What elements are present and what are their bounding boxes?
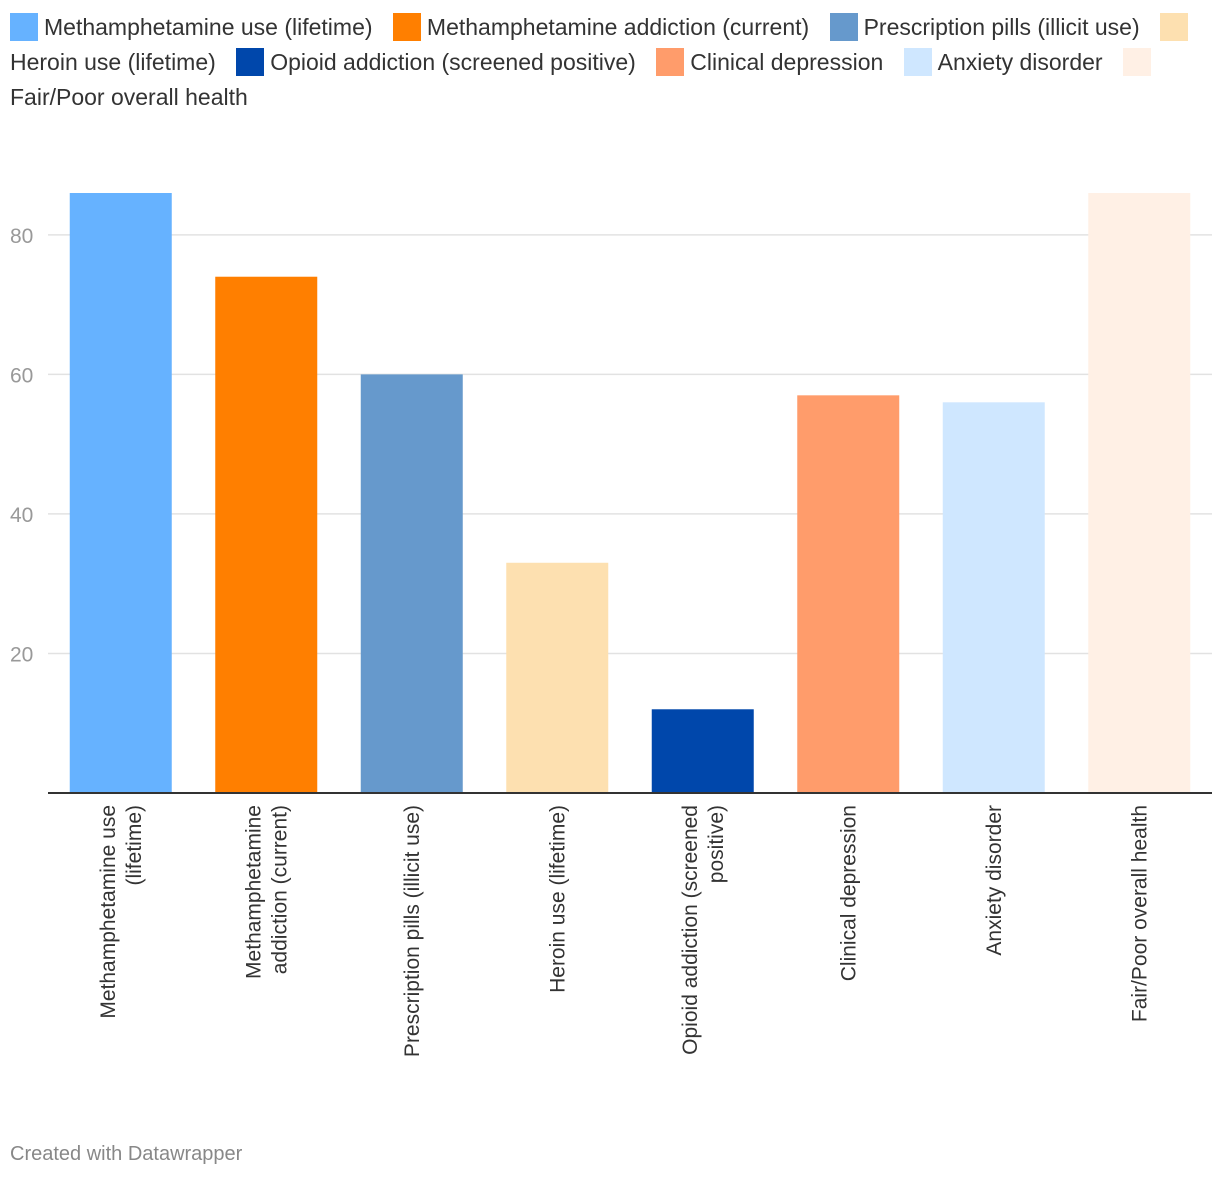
legend-item: Heroin use (lifetime) <box>10 13 1194 75</box>
x-tick-label-line: Fair/Poor overall health <box>1128 805 1151 1022</box>
legend-label: Methamphetamine use (lifetime) <box>44 14 373 40</box>
x-tick-label-text: Fair/Poor overall health <box>1128 805 1151 1022</box>
x-tick-label-text: Clinical depression <box>837 805 860 981</box>
x-tick-label-line: (lifetime) <box>123 805 146 886</box>
legend-label: Prescription pills (illicit use) <box>863 14 1140 40</box>
legend-item: Anxiety disorder <box>903 48 1103 76</box>
bar <box>360 374 463 793</box>
legend-item: Methamphetamine addiction (current) <box>392 13 810 41</box>
x-tick-label: Methamphetamine addiction (current) <box>242 805 291 979</box>
legend-item: Opioid addiction (screened positive) <box>236 48 636 76</box>
legend-item: Clinical depression <box>656 48 884 76</box>
x-tick-label: Fair/Poor overall health <box>1128 805 1151 1022</box>
legend-item: Fair/Poor overall health <box>10 48 1157 110</box>
legend-label: Anxiety disorder <box>937 49 1103 75</box>
legend-swatch <box>392 13 421 41</box>
x-tick-label: Heroin use (lifetime) <box>546 805 569 993</box>
x-tick-label-line: Opioid addiction (screened <box>679 805 702 1055</box>
legend-swatch <box>1160 13 1189 41</box>
x-tick-label: Methamphetamine use (lifetime) <box>97 805 146 1019</box>
y-tick-label: 20 <box>10 643 33 666</box>
bar <box>942 402 1045 793</box>
legend-swatch <box>829 13 858 41</box>
legend-item: Methamphetamine use (lifetime) <box>10 13 373 41</box>
bar <box>651 709 754 793</box>
x-tick-label: Prescription pills (illicit use) <box>401 805 424 1057</box>
legend-label: Clinical depression <box>690 49 884 75</box>
x-tick-label: Anxiety disorder <box>983 805 1006 956</box>
y-tick-label: 60 <box>10 364 33 387</box>
legend-label: Heroin use (lifetime) <box>10 49 216 75</box>
x-tick-label-line: Methamphetamine <box>242 805 265 979</box>
x-tick-label-line: Anxiety disorder <box>983 805 1006 956</box>
x-tick-label-line: addiction (current) <box>268 805 291 974</box>
legend-swatch <box>236 48 265 76</box>
bar <box>506 562 609 793</box>
x-tick-label-line: Clinical depression <box>837 805 860 981</box>
x-tick-label-text: Heroin use (lifetime) <box>546 805 569 993</box>
x-tick-label-text: Methamphetamine addiction (current) <box>242 805 291 979</box>
bar <box>1088 193 1191 793</box>
x-tick-label-text: Methamphetamine use (lifetime) <box>97 805 146 1019</box>
bar <box>215 276 318 793</box>
legend-swatch <box>10 13 38 41</box>
legend-label: Fair/Poor overall health <box>10 84 248 110</box>
x-tick-label-line: positive) <box>705 805 728 883</box>
x-tick-label-text: Prescription pills (illicit use) <box>401 805 424 1057</box>
y-tick-label: 40 <box>10 504 33 527</box>
x-tick-label-text: Opioid addiction (screened positive) <box>679 805 728 1055</box>
datawrapper-credit: Created with Datawrapper <box>10 1143 243 1165</box>
legend-swatch <box>656 48 685 76</box>
bar <box>797 395 900 793</box>
legend-label: Opioid addiction (screened positive) <box>270 49 636 75</box>
legend: Methamphetamine use (lifetime) Methamphe… <box>10 10 1210 115</box>
x-tick-label-text: Anxiety disorder <box>983 805 1006 956</box>
x-tick-label-line: Methamphetamine use <box>97 805 120 1019</box>
legend-label: Methamphetamine addiction (current) <box>426 14 810 40</box>
x-tick-label: Opioid addiction (screened positive) <box>679 805 728 1055</box>
legend-swatch <box>1122 48 1151 76</box>
legend-swatch <box>903 48 932 76</box>
x-tick-label: Clinical depression <box>837 805 860 981</box>
legend-item: Prescription pills (illicit use) <box>829 13 1140 41</box>
x-tick-label-line: Heroin use (lifetime) <box>546 805 569 993</box>
x-tick-label-line: Prescription pills (illicit use) <box>401 805 424 1057</box>
y-tick-label: 80 <box>10 225 33 248</box>
bar <box>69 193 172 793</box>
